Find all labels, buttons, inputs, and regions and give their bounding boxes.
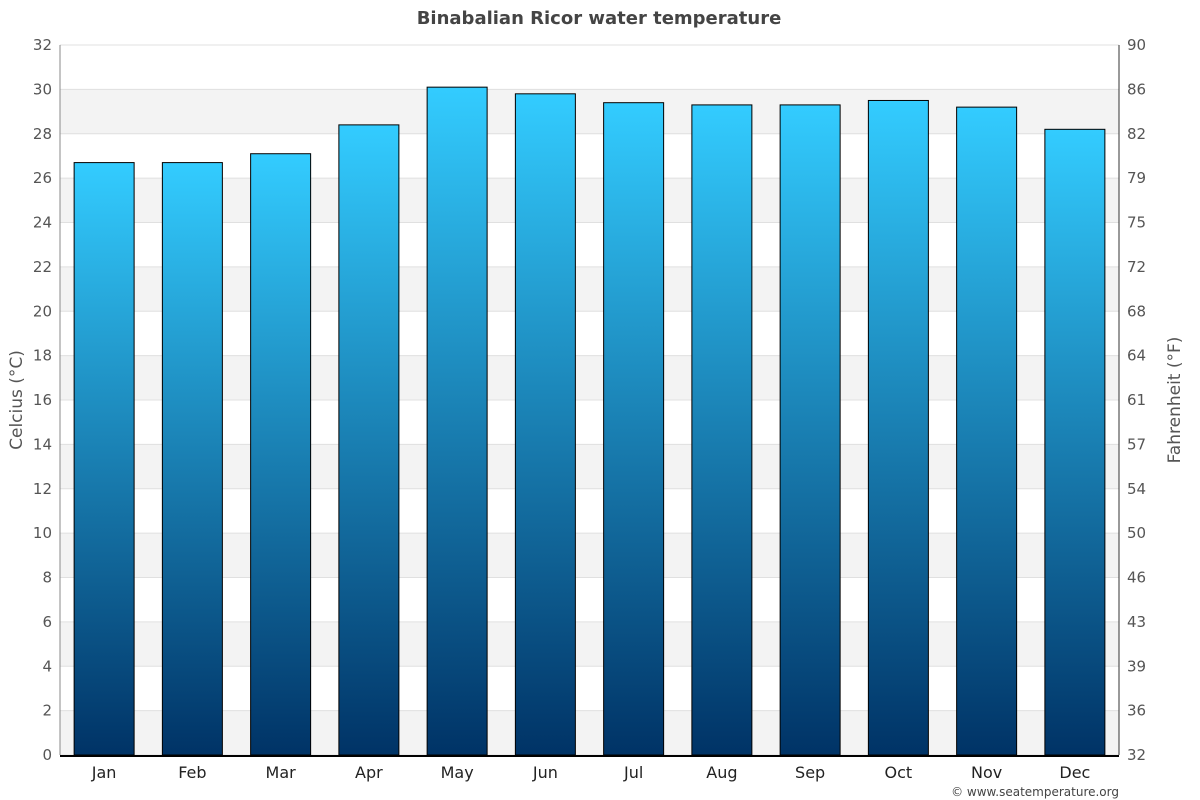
bar-jul [603,102,665,756]
y-tick-label: 20 [33,302,52,320]
grid-band [60,178,1119,223]
y-tick-label-right: 50 [1127,524,1146,542]
x-tick-label: Jul [623,763,643,782]
y-tick-label-right: 86 [1127,80,1146,98]
y-tick-label: 32 [33,36,52,54]
y-tick-label-right: 36 [1127,702,1146,720]
y-tick-label: 0 [42,746,52,764]
grid-band [60,444,1119,489]
x-tick-label: Jan [91,763,117,782]
y-tick-label-right: 68 [1127,302,1146,320]
y-tick-label: 22 [33,258,52,276]
y-tick-label: 6 [42,613,52,631]
y-tick-label-right: 32 [1127,746,1146,764]
bar-mar [250,153,312,756]
grid-band [60,355,1119,400]
x-tick-label: Mar [266,763,297,782]
credit-text: © www.seatemperature.org [951,785,1119,799]
x-tick-label: Jun [532,763,558,782]
y-tick-label-right: 39 [1127,657,1146,675]
x-tick-label: Oct [885,763,913,782]
y-tick-label-right: 57 [1127,435,1146,453]
y-tick-label-right: 90 [1127,36,1146,54]
bar-sep [779,104,841,756]
y-tick-label-right: 61 [1127,391,1146,409]
y-tick-label: 28 [33,125,52,143]
y-tick-label: 16 [33,391,52,409]
bar-apr [338,124,400,756]
y-tick-label: 26 [33,169,52,187]
y-tick-label: 14 [33,435,52,453]
bar-nov [956,106,1018,756]
grid-band [60,621,1119,667]
y-tick-label: 2 [42,702,52,720]
y-tick-label: 8 [42,569,52,587]
y-tick-label: 18 [33,347,52,365]
y-tick-label-right: 43 [1127,613,1146,631]
x-tick-label: Aug [706,763,737,782]
x-tick-label: Apr [355,763,383,782]
bar-jan [73,162,135,756]
y-axis-label-right: Fahrenheit (°F) [1165,337,1185,464]
bar-may [426,86,488,756]
bar-dec [1044,128,1106,756]
y-tick-label: 12 [33,480,52,498]
grid-band [60,89,1119,134]
bar-feb [161,162,223,756]
grid-band [60,710,1119,755]
y-tick-label-right: 79 [1127,169,1146,187]
y-tick-label-right: 75 [1127,214,1146,232]
chart-title: Binabalian Ricor water temperature [417,8,782,29]
x-tick-label: Feb [178,763,206,782]
x-tick-label: Nov [971,763,1002,782]
grid-band [60,533,1119,578]
x-tick-label: Dec [1059,763,1090,782]
x-tick-label: Sep [795,763,825,782]
bar-aug [691,104,753,756]
y-tick-label-right: 64 [1127,347,1146,365]
y-axis-label-left: Celcius (°C) [7,350,27,450]
y-tick-label-right: 46 [1127,569,1146,587]
y-tick-label: 10 [33,524,52,542]
y-tick-label: 24 [33,214,52,232]
y-tick-label-right: 82 [1127,125,1146,143]
bar-oct [867,99,929,756]
bar-jun [514,93,576,756]
x-tick-label: May [441,763,474,782]
y-tick-label-right: 72 [1127,258,1146,276]
y-tick-label-right: 54 [1127,480,1146,498]
y-tick-label: 30 [33,80,52,98]
y-tick-label: 4 [42,657,52,675]
grid-band [60,266,1119,312]
